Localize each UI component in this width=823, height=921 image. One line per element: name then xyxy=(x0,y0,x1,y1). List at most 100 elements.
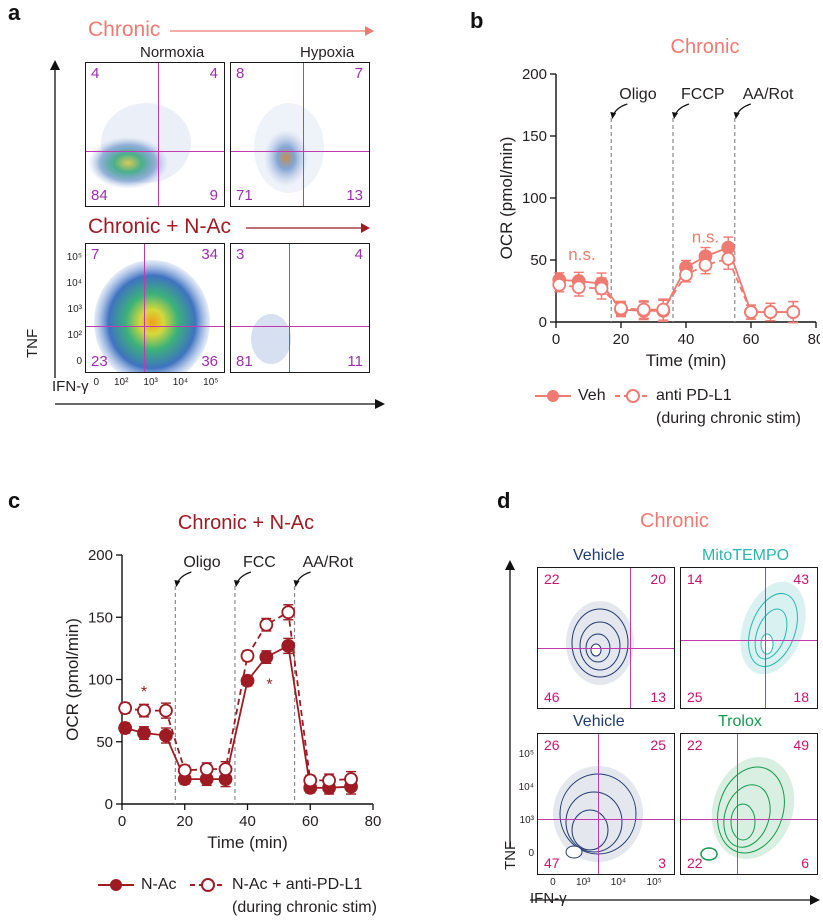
legend-veh-label: Veh xyxy=(578,387,606,404)
x-tick-label: 10⁵ xyxy=(203,377,219,388)
flow-plot-chronic-normoxia: 4 4 84 9 xyxy=(85,62,225,207)
y-tick-label: 10⁵ xyxy=(66,252,82,263)
injection-arrowhead xyxy=(610,112,617,119)
injection-label: AA/Rot xyxy=(303,554,354,571)
panel-a-title-nac: Chronic + N-Ac xyxy=(88,215,231,238)
panel-letter-a: a xyxy=(8,0,21,25)
quadrant-ul: 22 xyxy=(544,571,560,587)
y-tick-label: 10⁴ xyxy=(66,278,82,289)
quadrant-lr: 13 xyxy=(346,187,363,204)
quadrant-ul: 7 xyxy=(91,246,100,263)
data-point xyxy=(344,772,358,787)
panel-a-y-ticks: 10⁵ 10⁴ 10³ 10² 0 xyxy=(62,245,82,375)
y-tick-label: 0 xyxy=(76,356,82,367)
x-tick-label: 60 xyxy=(743,331,760,348)
significance-star: * xyxy=(141,684,147,701)
contour-cloud xyxy=(553,766,643,862)
data-point xyxy=(679,267,693,282)
data-point xyxy=(744,305,758,319)
contour-cloud xyxy=(740,581,806,675)
panel-d-x-label: IFN-γ xyxy=(530,890,567,907)
x-tick-label: 10³ xyxy=(576,877,591,888)
quadrant-ur: 34 xyxy=(201,246,218,263)
data-point xyxy=(763,305,778,319)
plot-label-vehicle-1: Vehicle xyxy=(573,547,625,564)
panel-d-y-axis-arrow xyxy=(505,560,515,848)
panel-d-x-axis-arrow xyxy=(530,895,820,905)
significance-star: * xyxy=(266,676,272,693)
significance-label: n.s. xyxy=(692,228,719,247)
quadrant-lr: 9 xyxy=(209,187,218,204)
injection-arrowhead xyxy=(293,580,300,587)
data-point xyxy=(159,728,173,743)
data-point xyxy=(118,701,133,716)
y-tick-label: 0 xyxy=(528,848,534,859)
y-tick-label: 10² xyxy=(67,330,82,341)
density-cloud xyxy=(94,260,210,372)
data-point xyxy=(137,703,151,718)
y-tick-label: 150 xyxy=(88,609,113,626)
panel-a-chronic-arrow xyxy=(170,26,374,36)
data-point xyxy=(281,638,296,653)
y-tick-label: 0 xyxy=(105,796,113,813)
legend-veh-marker xyxy=(535,390,571,402)
quadrant-ll: 46 xyxy=(544,689,560,705)
quadrant-lr: 18 xyxy=(793,689,809,705)
data-point xyxy=(721,251,736,266)
quadrant-lr: 3 xyxy=(658,855,666,871)
quadrant-ll: 71 xyxy=(236,187,253,204)
plot-label-trolox: Trolox xyxy=(718,713,762,730)
quadrant-ur: 4 xyxy=(354,246,363,263)
quadrant-ll: 84 xyxy=(91,187,108,204)
panel-a-x-axis-arrow xyxy=(55,399,385,409)
injection-label: Oligo xyxy=(183,554,220,571)
series-line-1 xyxy=(124,644,352,789)
quadrant-lr: 6 xyxy=(801,855,809,871)
chart-title: Chronic xyxy=(671,36,740,58)
data-point xyxy=(259,617,274,632)
injection-label: FCCP xyxy=(681,86,725,103)
panel-d-title: Chronic xyxy=(640,510,709,532)
panel-d-x-ticks: 0 10³ 10⁴ 10⁵ xyxy=(540,877,672,888)
significance-label: n.s. xyxy=(568,245,595,264)
y-tick-label: 0 xyxy=(539,314,547,331)
density-cloud xyxy=(254,103,324,193)
quadrant-lr: 13 xyxy=(650,689,666,705)
legend-nac-pdl1-sublabel: (during chronic stim) xyxy=(232,899,377,916)
data-point xyxy=(322,773,336,788)
legend-nac-pdl1-marker xyxy=(190,878,226,892)
contour-plot-vehicle-2: 26 25 47 3 xyxy=(537,733,675,875)
legend-pdl1-marker xyxy=(615,389,651,403)
panel-letter-c: c xyxy=(8,488,21,513)
x-axis-label: Time (min) xyxy=(646,351,727,370)
data-point xyxy=(177,763,192,778)
quadrant-ul: 3 xyxy=(236,246,245,263)
quadrant-ur: 20 xyxy=(650,571,666,587)
ocr-chart-chronic: Chronic 0 50 100 150 200 0 20 40 60 80 Time (min) OC… xyxy=(497,36,820,370)
x-tick-label: 10⁴ xyxy=(610,877,627,888)
data-point xyxy=(199,762,214,777)
quadrant-ll: 25 xyxy=(687,689,703,705)
legend-nac-pdl1-label: N-Ac + anti-PD-L1 xyxy=(232,876,363,893)
quadrant-ul: 26 xyxy=(544,737,560,753)
x-tick-label: 0 xyxy=(550,877,556,888)
data-point xyxy=(281,605,296,620)
contour-plot-mitotempo: 14 43 25 18 xyxy=(680,567,818,709)
col-label-hypoxia: Hypoxia xyxy=(300,44,355,61)
chart-title: Chronic + N-Ac xyxy=(178,512,314,534)
injection-arrowhead xyxy=(174,580,181,587)
quadrant-ll: 81 xyxy=(236,353,253,370)
contour-plot-vehicle-1: 22 20 46 13 xyxy=(537,567,675,709)
panel-letter-d: d xyxy=(497,488,511,513)
flow-plot-nac-normoxia: 7 34 23 36 xyxy=(85,243,225,373)
data-point xyxy=(614,301,628,316)
quadrant-ul: 8 xyxy=(236,65,245,82)
density-cloud xyxy=(88,103,191,189)
x-tick-label: 20 xyxy=(613,331,630,348)
quadrant-ur: 25 xyxy=(650,737,666,753)
data-point xyxy=(303,773,318,788)
x-axis-label: Time (min) xyxy=(207,833,288,852)
panel-a-x-ticks: 0 10² 10³ 10⁴ 10⁵ xyxy=(86,377,226,388)
ocr-chart-nac: Chronic + N-Ac 0 50 100 150 200 0 20 40 60 80 Time … xyxy=(63,512,381,852)
injection-label: AA/Rot xyxy=(743,86,794,103)
